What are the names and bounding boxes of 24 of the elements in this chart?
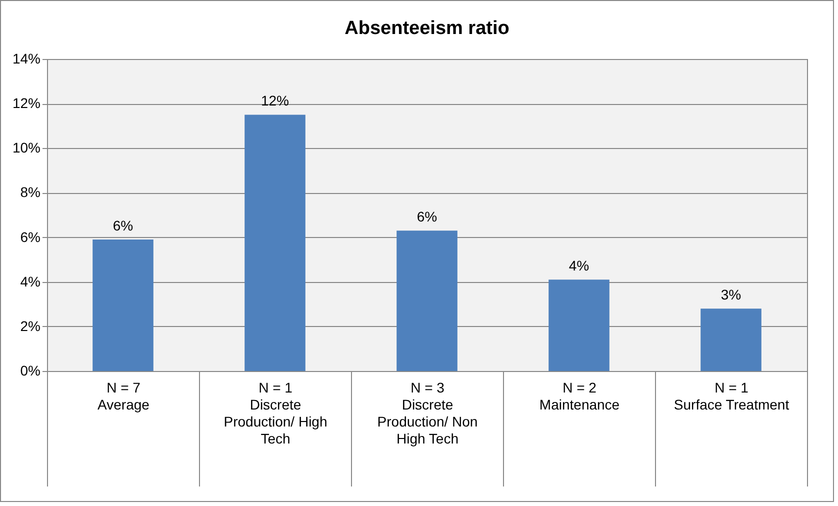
x-tick-label: Surface Treatment bbox=[674, 396, 790, 412]
x-tick-label: Maintenance bbox=[539, 396, 620, 412]
data-label: 6% bbox=[112, 218, 134, 234]
y-tick-label: 2% bbox=[20, 318, 40, 334]
data-label: 6% bbox=[416, 208, 438, 225]
x-tick-label: Discrete Production/ High Tech bbox=[224, 396, 328, 446]
chart-title: Absenteeism ratio bbox=[344, 18, 510, 39]
text: N = 3 bbox=[410, 380, 445, 396]
text: N = 2 bbox=[562, 380, 597, 396]
y-tick-label: 0% bbox=[20, 362, 40, 378]
y-tick-label: 6% bbox=[20, 228, 40, 245]
data-label: 12% bbox=[260, 92, 290, 109]
text: N = 1 bbox=[714, 380, 749, 396]
text: N = 1 bbox=[258, 380, 293, 396]
y-tick-label: 12% bbox=[12, 95, 40, 112]
y-tick-label: 14% bbox=[12, 50, 40, 66]
data-label: 3% bbox=[720, 286, 742, 303]
y-tick-label: 4% bbox=[20, 273, 40, 290]
x-tick-label: Discrete Production/ Non High Tech bbox=[377, 396, 478, 446]
data-label: 4% bbox=[568, 258, 590, 274]
text: N = 7 bbox=[106, 380, 141, 396]
x-tick-label: Average bbox=[98, 396, 150, 412]
y-tick-label: 8% bbox=[20, 184, 40, 200]
y-tick-label: 10% bbox=[12, 140, 40, 156]
